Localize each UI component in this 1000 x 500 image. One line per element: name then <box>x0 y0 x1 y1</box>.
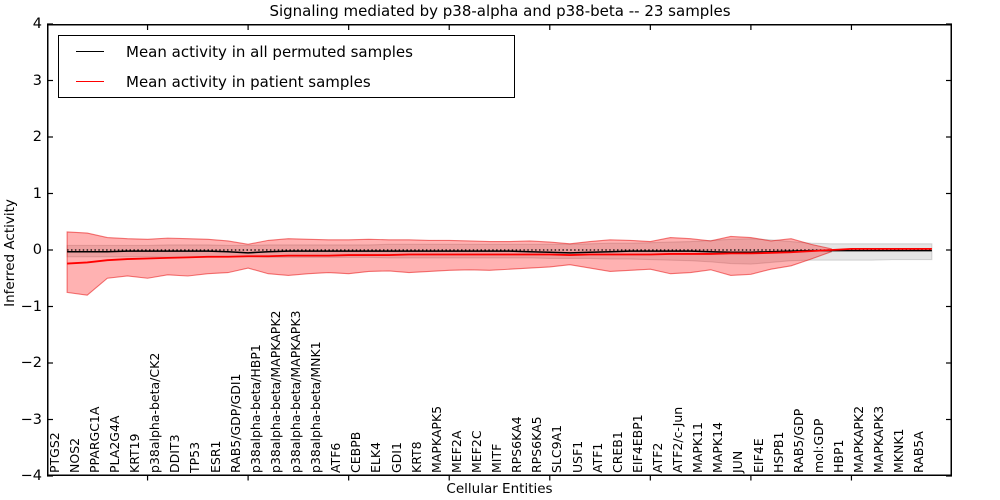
x-tick-label: MAPKAPK2 <box>851 405 867 473</box>
x-tick-label: PTGS2 <box>46 432 62 473</box>
x-tick-label: MEF2C <box>468 430 484 473</box>
patient-line-swatch <box>76 81 104 82</box>
x-tick-label: HBP1 <box>830 439 846 473</box>
x-tick-label: PPARGC1A <box>86 406 102 473</box>
x-axis-label: Cellular Entities <box>446 481 553 497</box>
x-tick-label: RPS6KA4 <box>509 416 525 473</box>
x-tick-label: ELK4 <box>368 441 384 473</box>
x-tick-label: mol:GDP <box>810 418 826 473</box>
x-tick-label: SLC9A1 <box>549 424 565 473</box>
x-tick-label: MKNK1 <box>891 428 907 473</box>
legend: Mean activity in all permuted samples Me… <box>58 35 515 98</box>
y-tick-label: 2 <box>32 129 42 145</box>
x-tick-label: EIF4E <box>750 438 766 473</box>
x-tick-label: ESR1 <box>207 440 223 473</box>
x-tick-label: MAPKAPK5 <box>428 405 444 473</box>
permuted-line-swatch <box>76 51 104 52</box>
x-tick-label: MEF2A <box>448 430 464 473</box>
x-tick-label: NOS2 <box>66 437 82 473</box>
patient-band <box>66 231 832 296</box>
y-tick-label: −2 <box>20 355 42 371</box>
legend-entry-patient: Mean activity in patient samples <box>76 69 514 95</box>
x-tick-label: ATF6 <box>328 442 344 473</box>
legend-label-patient: Mean activity in patient samples <box>126 72 371 91</box>
y-tick-label: −1 <box>20 298 42 315</box>
x-tick-label: KRT19 <box>127 433 143 473</box>
x-tick-label: EIF4EBP1 <box>629 414 645 473</box>
x-tick-label: MITF <box>489 443 505 473</box>
x-tick-label: MAPKAPK3 <box>871 405 887 473</box>
x-tick-label: DDIT3 <box>167 434 183 473</box>
x-tick-label: RAB5/GDP/GDI1 <box>227 373 243 473</box>
x-tick-label: KRT8 <box>408 441 424 473</box>
plot-frame <box>47 24 952 476</box>
x-tick-label: ATF2 <box>649 442 665 473</box>
x-tick-label: RAB5A <box>911 431 927 473</box>
y-tick-label: 3 <box>32 72 42 89</box>
x-tick-label: PLA2G4A <box>106 415 122 473</box>
x-tick-label: HSPB1 <box>770 431 786 473</box>
x-tick-label: TP53 <box>187 441 203 473</box>
x-tick-label: ATF2/c-Jun <box>670 406 686 473</box>
x-tick-label: JUN <box>730 450 746 473</box>
y-tick-label: 1 <box>32 185 42 202</box>
x-tick-label: p38alpha-beta/MAPKAPK3 <box>287 310 303 474</box>
x-tick-label: p38alpha-beta/MNK1 <box>308 341 324 473</box>
y-tick-label: 0 <box>32 242 42 258</box>
x-tick-label: MAPK14 <box>710 422 726 473</box>
page-title: Signaling mediated by p38-alpha and p38-… <box>269 2 731 20</box>
legend-entry-permuted: Mean activity in all permuted samples <box>76 39 514 65</box>
x-tick-label: CREB1 <box>609 431 625 473</box>
y-tick-label: −3 <box>20 411 42 428</box>
plot-area <box>47 23 952 481</box>
x-tick-label: p38alpha-beta/MAPKAPK2 <box>267 310 283 474</box>
permuted-mean-line <box>67 249 932 254</box>
x-tick-label: CEBPB <box>348 431 364 473</box>
x-tick-label: MAPK11 <box>690 422 706 473</box>
x-tick-label: ATF1 <box>589 442 605 473</box>
y-tick-label: 4 <box>32 16 42 32</box>
x-tick-label: p38alpha-beta/CK2 <box>147 352 163 473</box>
x-tick-label: RPS6KA5 <box>529 416 545 473</box>
x-tick-label: GDI1 <box>388 442 404 473</box>
patient-mean-line <box>67 247 932 265</box>
y-tick-label: −4 <box>20 468 42 484</box>
x-tick-label: RAB5/GDP <box>790 408 806 473</box>
x-tick-label: USF1 <box>569 440 585 473</box>
legend-label-permuted: Mean activity in all permuted samples <box>126 42 413 61</box>
x-tick-label: p38alpha-beta/HBP1 <box>247 344 263 473</box>
